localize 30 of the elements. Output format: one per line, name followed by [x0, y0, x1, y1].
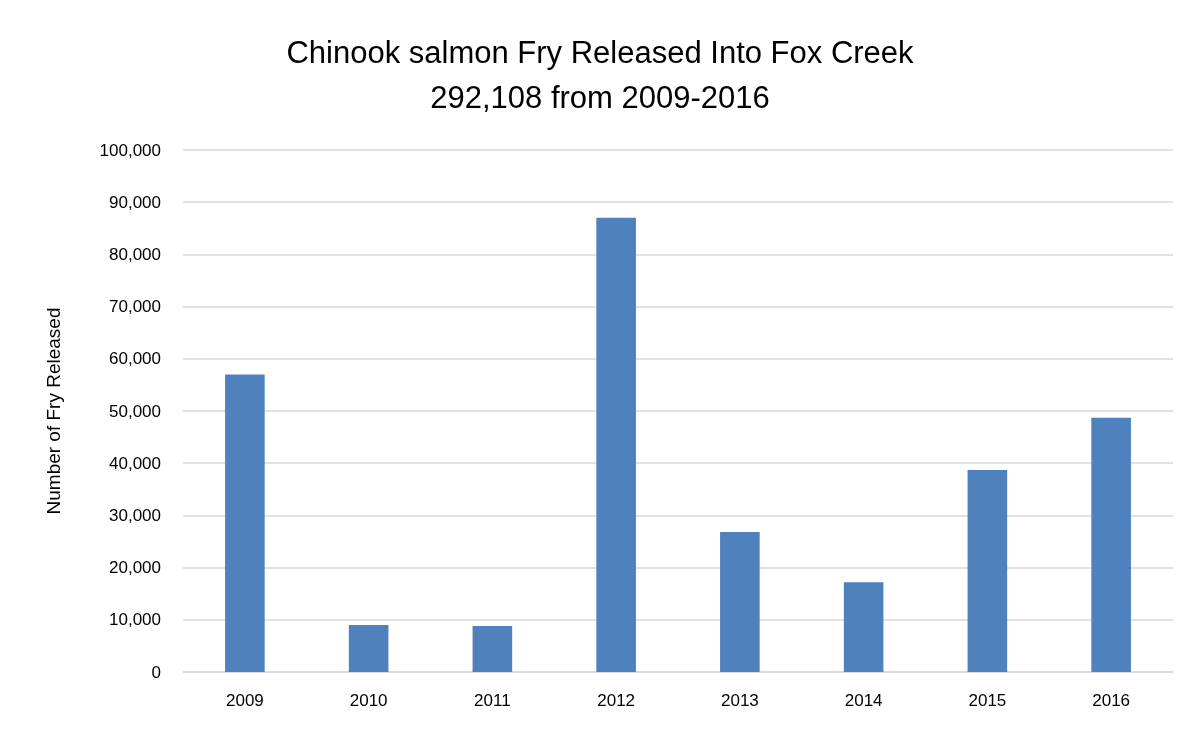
y-tick-label: 40,000	[109, 453, 161, 473]
bar	[1091, 417, 1131, 672]
y-tick-label: 30,000	[109, 505, 161, 525]
bar	[720, 532, 760, 672]
bar	[967, 469, 1008, 672]
x-tick-label: 2015	[968, 691, 1007, 710]
chart-subtitle: 292,108 from 2009-2016	[430, 80, 770, 115]
x-tick-label: 2009	[225, 691, 264, 710]
y-tick-label: 50,000	[109, 401, 161, 421]
y-tick-label: 80,000	[109, 244, 161, 264]
x-tick-label: 2016	[1092, 691, 1131, 710]
y-tick-label: 0	[151, 662, 161, 682]
y-tick-label: 10,000	[109, 610, 161, 630]
y-tick-label: 60,000	[109, 349, 161, 369]
y-axis-title: Number of Fry Released	[43, 307, 64, 515]
x-tick-label: 2013	[720, 691, 759, 710]
bar	[348, 625, 389, 672]
y-tick-label: 70,000	[109, 297, 161, 317]
y-tick-label: 100,000	[99, 140, 161, 160]
x-tick-label: 2014	[844, 691, 883, 710]
x-tick-label: 2011	[474, 691, 511, 710]
bar	[596, 217, 636, 672]
y-tick-label: 20,000	[109, 558, 161, 578]
bar	[843, 582, 884, 672]
bar	[225, 374, 265, 672]
x-tick-label: 2012	[597, 691, 636, 710]
bar	[472, 626, 513, 672]
y-tick-label: 90,000	[109, 192, 161, 212]
chart-title: Chinook salmon Fry Released Into Fox Creek	[286, 35, 915, 70]
x-tick-label: 2010	[349, 691, 388, 710]
